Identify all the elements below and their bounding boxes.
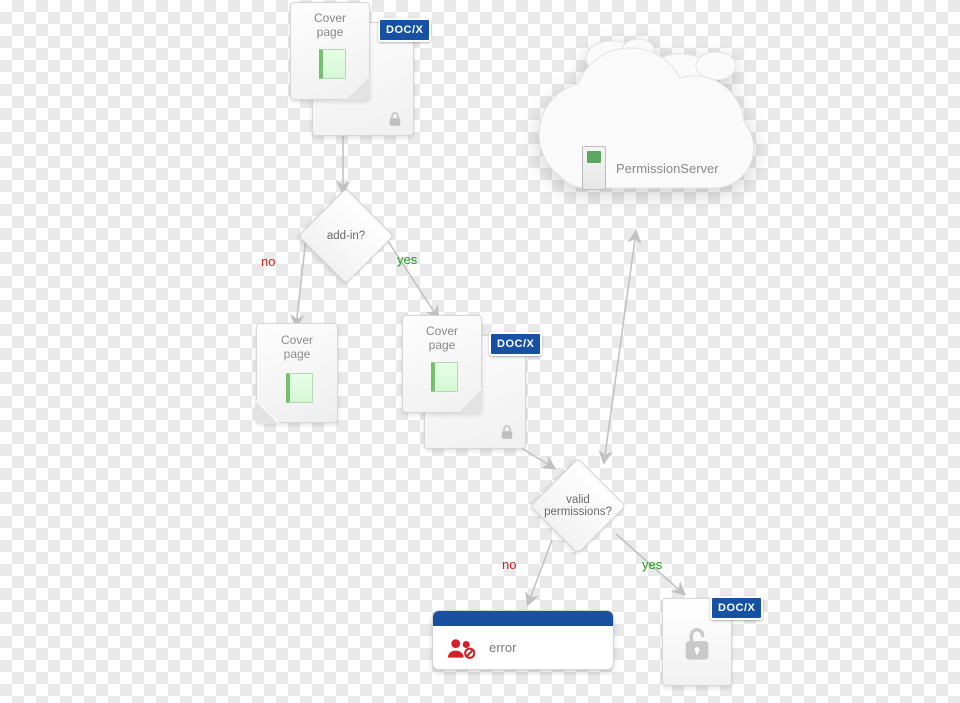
doc-mid-title: Cover page [403,324,481,352]
node-error: error [432,610,614,670]
cloud-icon [520,36,780,236]
docx-badge-top: DOC/X [378,18,431,42]
decision-addin-text: add-in? [300,190,392,282]
branch-label-no-1: no [261,255,275,269]
node-cloud-permissionserver: PermissionServer [520,36,780,236]
errorcard-titlebar [433,611,613,626]
node-decision-permissions: valid permissions? [532,460,624,552]
lock-icon [386,110,404,128]
users-denied-icon [447,636,475,660]
server-icon [582,146,606,190]
doc-top-title: Cover page [291,11,369,39]
cloud-label: PermissionServer [616,161,719,176]
node-decision-addin: add-in? [300,190,392,282]
branch-label-yes-2: yes [642,558,662,572]
error-text: error [489,640,516,655]
book-icon [286,373,313,403]
branch-label-no-2: no [502,558,516,572]
book-icon [319,49,346,79]
branch-label-yes-1: yes [397,253,417,267]
decision-permissions-text: valid permissions? [532,460,624,552]
edge-cloud-perm [604,232,636,462]
docx-badge-unlocked: DOC/X [710,596,763,620]
lock-icon [498,423,516,441]
flowchart-stage: no yes no yes Cover page DOC/X add-in? C… [0,0,960,703]
node-cover-left: Cover page [256,323,338,423]
cover-left-title: Cover page [256,333,338,361]
docx-badge-mid: DOC/X [489,332,542,356]
edge-addin-yes [386,238,438,318]
book-icon [431,362,458,392]
unlock-icon [680,624,714,664]
